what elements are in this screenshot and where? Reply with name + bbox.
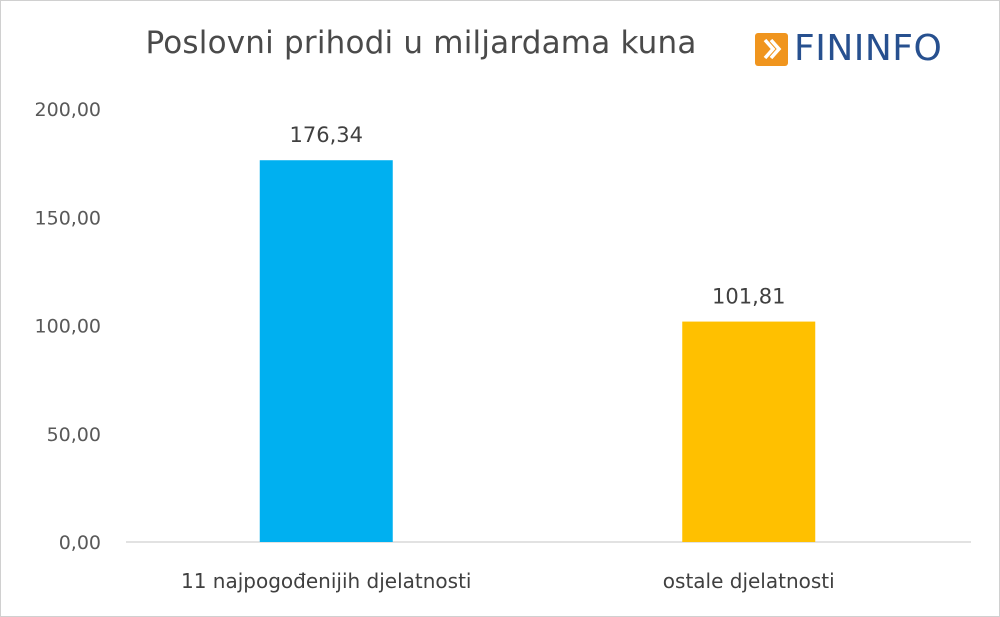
chart-title: Poslovni prihodi u miljardama kuna — [145, 25, 697, 61]
fininfo-logo: FININFO — [755, 29, 942, 69]
y-tick-label: 200,00 — [35, 99, 101, 121]
logo-text: FININFO — [794, 28, 943, 69]
y-tick-label: 100,00 — [35, 316, 101, 338]
y-tick-label: 0,00 — [59, 532, 101, 554]
category-label: 11 najpogođenijih djelatnosti — [181, 569, 471, 593]
category-label: ostale djelatnosti — [663, 569, 835, 593]
data-label: 176,34 — [290, 123, 363, 147]
category-labels: 11 najpogođenijih djelatnosti ostale djel… — [181, 569, 835, 593]
data-labels: 176,34 101,81 — [290, 123, 786, 308]
y-tick-label: 50,00 — [47, 424, 101, 446]
y-axis-ticks: 0,00 50,00 100,00 150,00 200,00 — [35, 99, 101, 554]
bar — [682, 321, 816, 542]
bars — [259, 160, 816, 542]
logo-arrow-icon — [755, 32, 788, 66]
y-tick-label: 150,00 — [35, 207, 101, 229]
bar — [259, 160, 393, 542]
data-label: 101,81 — [712, 285, 785, 309]
